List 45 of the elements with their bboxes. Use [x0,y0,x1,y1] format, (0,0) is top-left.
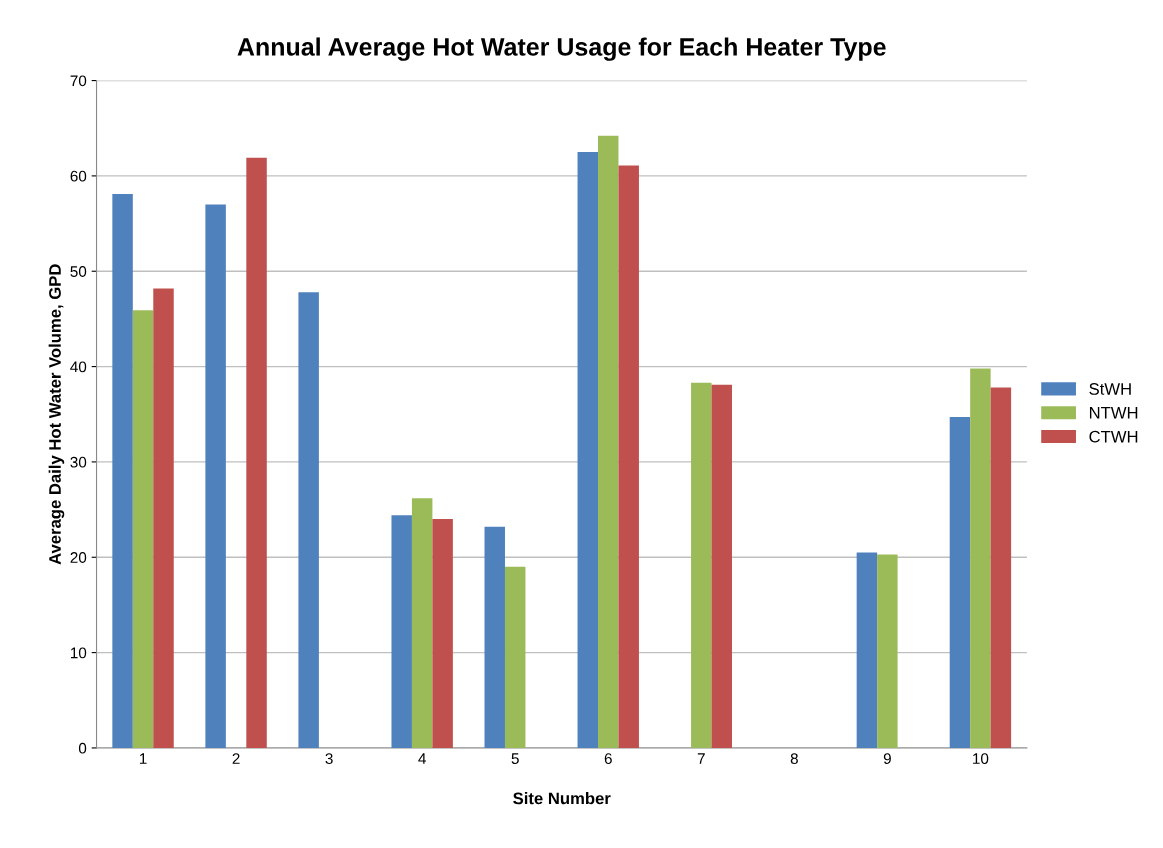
bar [132,310,154,748]
y-tick-label: 30 [70,456,87,468]
y-tick-label: 20 [70,552,87,563]
y-tick-label: 40 [70,361,87,373]
x-tick-label: 7 [697,753,705,764]
x-axis-title: Site Number [513,792,611,805]
bar [504,566,526,748]
bar [112,194,133,748]
bar [577,152,599,748]
legend-label: CTWH [1089,430,1138,443]
bar [856,552,878,748]
bar [153,288,174,748]
x-tick-label: 9 [883,753,891,765]
bar [246,157,267,748]
y-tick-label: 10 [70,647,87,659]
bar [411,498,433,748]
y-tick-label: 0 [78,742,87,754]
x-tick-label: 1 [139,753,147,764]
bar [990,387,1012,748]
bar [711,384,732,748]
x-tick-label: 6 [604,753,612,765]
legend-label: StWH [1089,383,1131,395]
x-tick-label: 10 [973,753,989,765]
y-tick-label: 70 [70,75,87,87]
x-tick-label: 2 [232,753,240,764]
bar [877,554,898,748]
bar [691,382,712,748]
bar [484,526,505,748]
legend-label: NTWH [1089,407,1138,419]
chart-title: Annual Average Hot Water Usage for Each Heater Type [237,37,886,61]
y-tick-label: 60 [70,170,87,182]
bar [432,519,453,748]
x-tick-label: 8 [790,753,798,765]
bar [949,417,971,748]
bar [970,368,991,748]
y-tick-label: 50 [70,266,87,277]
x-tick-label: 4 [418,753,426,764]
y-axis-title: Average Daily Hot Water Volume, GPD [48,264,65,565]
bar [598,135,619,748]
bar [391,515,412,748]
bar [298,292,319,748]
bar [618,165,639,748]
x-tick-label: 3 [325,753,333,765]
bar [205,204,226,748]
x-tick-label: 5 [511,753,519,765]
